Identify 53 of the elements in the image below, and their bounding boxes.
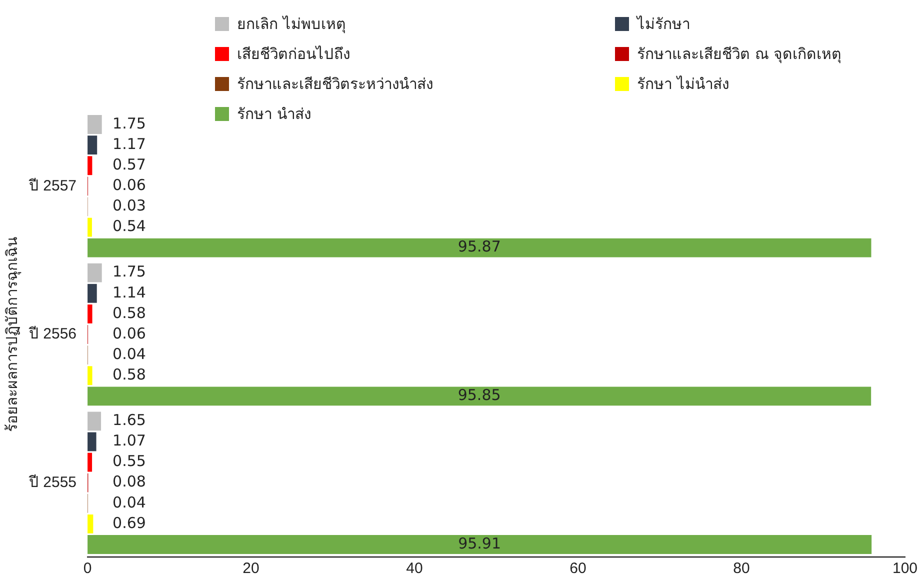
bar [88, 156, 92, 176]
data-label: 1.65 [112, 411, 146, 430]
y-axis-title: ร้อยละผลการปฏิบัติการฉุกเฉิน [4, 237, 22, 432]
x-tick-label: 80 [733, 560, 750, 578]
legend-label: รักษา ไม่นำส่ง [637, 74, 729, 95]
x-tick-label: 0 [83, 560, 92, 578]
data-label: 0.04 [112, 493, 146, 512]
data-label: 0.06 [112, 324, 146, 342]
bar [88, 535, 872, 554]
bar [88, 452, 92, 472]
data-label: 1.75 [112, 262, 146, 281]
data-label: 0.57 [112, 156, 146, 174]
y-tick-label: ปี 2556 [28, 326, 77, 343]
bar [88, 432, 96, 452]
y-tick-label: ปี 2555 [28, 474, 77, 491]
bar [88, 304, 92, 324]
x-tick-label: 100 [892, 560, 918, 578]
data-label: 1.17 [112, 134, 146, 153]
data-label: 0.54 [112, 217, 146, 236]
bar [88, 263, 102, 282]
data-label: 95.85 [458, 386, 501, 404]
data-label: 0.69 [112, 514, 146, 532]
legend-label: รักษาและเสียชีวิตระหว่างนำส่ง [237, 74, 433, 95]
data-label: 0.04 [112, 344, 146, 363]
legend-label: รักษา นำส่ง [237, 104, 311, 125]
y-tick-label: ปี 2557 [28, 177, 77, 194]
legend-label: ไม่รักษา [637, 14, 690, 35]
data-label: 1.75 [112, 114, 146, 132]
bar [88, 136, 98, 155]
data-label: 95.91 [458, 534, 502, 552]
legend-label: รักษาและเสียชีวิต ณ จุดเกิดเหตุ [637, 44, 842, 66]
data-label: 95.87 [458, 238, 501, 256]
data-label: 1.07 [112, 432, 146, 450]
bar [88, 284, 97, 303]
data-label: 0.55 [112, 452, 146, 470]
bar [88, 366, 92, 386]
bar [88, 386, 872, 406]
bar [88, 412, 102, 431]
bar [88, 115, 102, 134]
legend-label: เสียชีวิตก่อนไปถึง [237, 44, 350, 65]
bar [88, 218, 92, 237]
bar [88, 238, 872, 258]
x-tick-label: 20 [242, 560, 260, 578]
data-label: 0.06 [112, 176, 146, 194]
bar [88, 514, 94, 534]
data-label: 1.14 [112, 283, 146, 302]
x-tick-label: 40 [406, 560, 423, 578]
x-tick-label: 60 [570, 560, 586, 578]
legend-label: ยกเลิก ไม่พบเหตุ [237, 14, 346, 36]
data-label: 0.58 [112, 304, 146, 322]
data-label: 0.58 [112, 366, 146, 384]
data-label: 0.03 [112, 196, 146, 215]
data-label: 0.08 [112, 472, 146, 491]
